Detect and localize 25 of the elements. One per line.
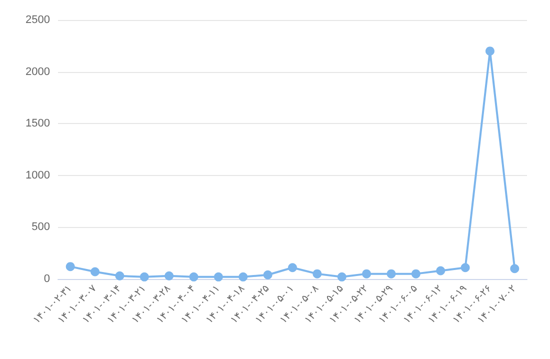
point xyxy=(510,264,520,274)
y-tick-label: 500 xyxy=(32,221,50,234)
point xyxy=(460,263,470,272)
point xyxy=(485,46,494,56)
point xyxy=(189,272,198,282)
point xyxy=(411,269,420,278)
point xyxy=(90,267,100,276)
point xyxy=(436,266,446,276)
point xyxy=(115,271,124,280)
point xyxy=(214,272,223,282)
y-tick-label: 1500 xyxy=(26,118,50,130)
point xyxy=(164,271,174,280)
y-tick-label: 2000 xyxy=(26,66,50,78)
point xyxy=(66,262,75,272)
point xyxy=(386,269,396,278)
point xyxy=(312,269,322,278)
y-tick-label: 2500 xyxy=(26,14,50,26)
y-tick-label: 1000 xyxy=(26,169,50,182)
y-tick-label: 0 xyxy=(44,273,50,285)
point xyxy=(238,272,248,282)
point xyxy=(263,270,272,280)
point xyxy=(337,272,346,282)
point xyxy=(140,272,149,282)
point xyxy=(288,263,297,272)
point xyxy=(362,269,372,278)
